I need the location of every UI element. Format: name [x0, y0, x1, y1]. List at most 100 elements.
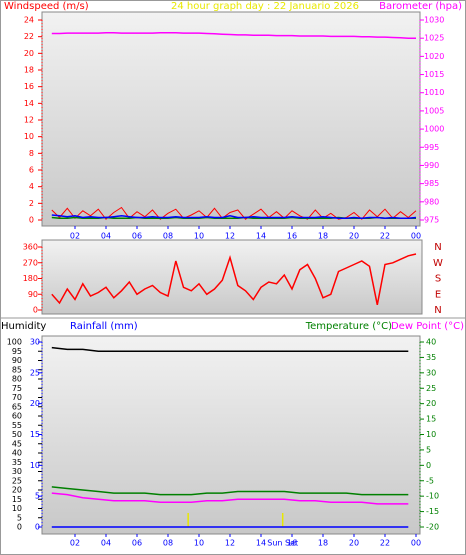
series-line — [51, 206, 417, 220]
y-tick-label: -10 — [426, 492, 439, 501]
y-tick-label: 90 — [28, 290, 38, 299]
x-tick-label: 10 — [194, 539, 204, 548]
y-tick-label: 0 — [426, 461, 431, 470]
x-tick-label: 18 — [318, 232, 328, 241]
x-tick-label: 02 — [70, 539, 80, 548]
y-tick-label: 40 — [426, 338, 436, 347]
series-line — [51, 214, 417, 220]
y-tick-label: 12 — [24, 116, 34, 125]
y-tick-label: 20 — [12, 486, 22, 495]
y-tick-label: 15 — [30, 430, 40, 439]
compass-label: N — [434, 242, 441, 253]
y-tick-label: 990 — [424, 161, 439, 170]
y-tick-label: 5 — [35, 492, 40, 501]
series-line — [51, 346, 409, 353]
x-tick-label: 22 — [380, 539, 390, 548]
y-tick-label: 180 — [23, 274, 38, 283]
y-tick-label: 360 — [23, 243, 38, 252]
y-tick-label: 70 — [12, 393, 22, 402]
y-tick-label: 45 — [12, 439, 22, 448]
y-tick-label: 10 — [30, 461, 40, 470]
y-tick-label: 1015 — [424, 70, 444, 79]
x-tick-label: 12 — [225, 539, 235, 548]
x-tick-label: 08 — [163, 232, 173, 241]
legend-label: Temperature (°C) — [305, 321, 392, 332]
y-tick-label: 35 — [12, 458, 22, 467]
x-tick-label: 08 — [163, 539, 173, 548]
y-tick-label: 6 — [29, 166, 34, 175]
compass-label: S — [435, 274, 441, 285]
y-tick-label: 35 — [426, 353, 436, 362]
y-tick-label: 40 — [12, 449, 22, 458]
y-tick-label: 0 — [35, 523, 40, 532]
series-line — [51, 486, 409, 496]
y-tick-label: 8 — [29, 149, 34, 158]
y-tick-label: 975 — [424, 216, 439, 225]
y-tick-label: 55 — [12, 421, 22, 430]
x-tick-label: 20 — [349, 232, 359, 241]
y-tick-label: -15 — [426, 507, 439, 516]
plot-background — [41, 11, 421, 227]
y-tick-label: 20 — [30, 399, 40, 408]
x-tick-label: 06 — [132, 232, 142, 241]
x-tick-label: 22 — [380, 232, 390, 241]
legend-label: Humidity — [1, 321, 46, 332]
compass-label: W — [433, 258, 443, 269]
legend-label: Dew Point (°C) — [391, 321, 464, 332]
x-tick-label: 10 — [194, 232, 204, 241]
y-tick-label: 1020 — [424, 52, 444, 61]
y-tick-label: 90 — [12, 356, 22, 365]
y-tick-label: 50 — [12, 430, 22, 439]
x-tick-label: 04 — [101, 232, 111, 241]
y-tick-label: 1030 — [424, 16, 444, 25]
y-tick-label: 1025 — [424, 34, 444, 43]
y-tick-label: 25 — [426, 384, 436, 393]
compass-label: E — [435, 289, 441, 300]
x-tick-label: 06 — [132, 539, 142, 548]
y-tick-label: 30 — [12, 467, 22, 476]
y-tick-label: 1000 — [424, 125, 444, 134]
x-tick-label: 14 — [256, 232, 266, 241]
series-line — [51, 492, 409, 505]
legend-label: Barometer (hpa) — [379, 1, 462, 12]
x-tick-label: 12 — [225, 232, 235, 241]
y-tick-label: 985 — [424, 179, 439, 188]
chart-title: 24 hour graph day : 22 Januario 2026 — [171, 1, 359, 12]
y-tick-label: 85 — [12, 365, 22, 374]
y-tick-label: 22 — [24, 32, 34, 41]
y-tick-label: 0 — [17, 523, 22, 532]
y-tick-label: 20 — [24, 49, 34, 58]
y-tick-label: 16 — [24, 82, 34, 91]
plot-background — [41, 335, 421, 535]
y-tick-label: 65 — [12, 402, 22, 411]
y-tick-label: 0 — [33, 306, 38, 315]
y-tick-label: 25 — [12, 476, 22, 485]
y-tick-label: 20 — [426, 399, 436, 408]
y-tick-label: 5 — [17, 513, 22, 522]
y-tick-label: 75 — [12, 384, 22, 393]
y-tick-label: 5 — [426, 445, 431, 454]
y-tick-label: 24 — [24, 16, 34, 25]
x-tick-label: 04 — [101, 539, 111, 548]
y-tick-label: 10 — [12, 504, 22, 513]
y-tick-label: 100 — [7, 338, 22, 347]
y-tick-label: 30 — [426, 368, 436, 377]
x-tick-label: 00 — [411, 539, 421, 548]
x-tick-label: 00 — [411, 232, 421, 241]
y-tick-label: 1005 — [424, 106, 444, 115]
y-tick-label: 30 — [30, 338, 40, 347]
x-tick-label: 16 — [287, 539, 297, 548]
x-tick-label: 20 — [349, 539, 359, 548]
legend-label: Rainfall (mm) — [70, 321, 138, 332]
x-tick-label: 18 — [318, 539, 328, 548]
y-tick-label: 10 — [426, 430, 436, 439]
y-tick-label: 80 — [12, 375, 22, 384]
x-tick-label: 16 — [287, 232, 297, 241]
y-tick-label: 25 — [30, 368, 40, 377]
y-tick-label: 270 — [23, 258, 38, 267]
legend-label: Windspeed (m/s) — [4, 1, 89, 12]
y-tick-label: 2 — [29, 199, 34, 208]
y-tick-label: 980 — [424, 197, 439, 206]
y-tick-label: 0 — [29, 216, 34, 225]
